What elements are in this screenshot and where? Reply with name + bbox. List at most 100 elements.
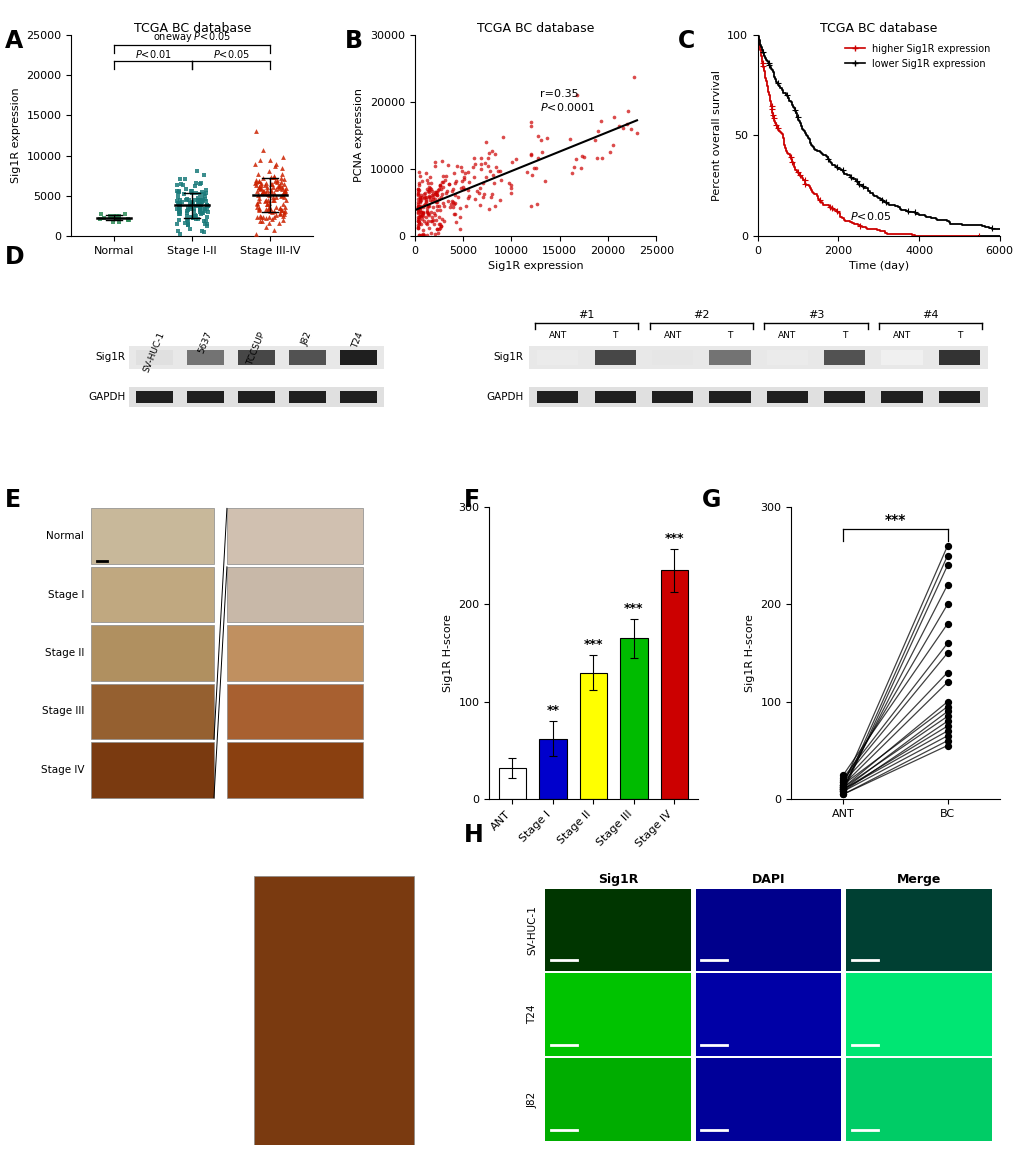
- Point: [268, 155, 284, 174]
- Point: [494, 127, 511, 146]
- Point: [193, 196, 209, 215]
- Point: [426, 183, 442, 202]
- Bar: [545, 1058, 690, 1140]
- Point: [258, 183, 274, 202]
- Point: [255, 207, 271, 225]
- Point: [445, 204, 462, 223]
- Point: [178, 190, 195, 209]
- Point: [410, 162, 426, 181]
- Point: [487, 196, 503, 215]
- Point: [266, 201, 282, 220]
- Point: [177, 180, 194, 199]
- Point: [177, 190, 194, 209]
- Point: [938, 663, 955, 682]
- Point: [411, 209, 427, 228]
- Point: [604, 135, 621, 154]
- Point: [452, 158, 469, 176]
- Point: [533, 142, 549, 161]
- Text: GAPDH: GAPDH: [89, 392, 125, 402]
- Point: [485, 173, 501, 192]
- Point: [271, 199, 287, 217]
- Point: [480, 157, 496, 175]
- Point: [421, 206, 437, 224]
- Point: [437, 185, 453, 203]
- Point: [249, 181, 265, 200]
- Point: [420, 174, 436, 193]
- Point: [190, 190, 206, 209]
- Point: [409, 181, 425, 200]
- Point: [181, 197, 198, 216]
- Point: [447, 172, 464, 190]
- Bar: [91, 683, 214, 739]
- Point: [530, 148, 546, 167]
- Point: [276, 182, 292, 201]
- Point: [449, 187, 466, 206]
- Point: [186, 176, 203, 195]
- Point: [938, 673, 955, 691]
- Point: [270, 176, 286, 195]
- Point: [175, 185, 192, 203]
- Point: [419, 202, 435, 221]
- Point: [277, 190, 293, 209]
- Point: [835, 785, 851, 804]
- Point: [248, 176, 264, 195]
- Point: [537, 172, 553, 190]
- Point: [418, 190, 434, 209]
- Point: [253, 175, 269, 194]
- Point: [419, 225, 435, 244]
- Point: [422, 190, 438, 209]
- Point: [439, 155, 455, 174]
- Point: [428, 220, 444, 238]
- Text: Sig1R: Sig1R: [493, 353, 523, 362]
- Point: [938, 614, 955, 633]
- Point: [835, 785, 851, 804]
- Point: [411, 215, 427, 234]
- Point: [427, 157, 443, 175]
- Point: [473, 148, 489, 167]
- Point: [835, 776, 851, 794]
- Point: [261, 186, 277, 204]
- Point: [277, 179, 293, 197]
- Point: [938, 697, 955, 716]
- Point: [413, 186, 429, 204]
- Point: [938, 547, 955, 565]
- Point: [253, 179, 269, 197]
- Text: J82: J82: [527, 1091, 537, 1107]
- Point: [198, 192, 214, 210]
- Point: [430, 180, 446, 199]
- Point: [421, 218, 437, 237]
- Point: [180, 211, 197, 230]
- Point: [268, 197, 284, 216]
- Point: [170, 185, 186, 203]
- Point: [427, 152, 443, 171]
- Text: Sig1R: Sig1R: [597, 874, 638, 887]
- Bar: [136, 391, 172, 403]
- Point: [260, 194, 276, 213]
- Point: [109, 207, 125, 225]
- Bar: [695, 1058, 841, 1140]
- Text: ANT: ANT: [892, 331, 910, 340]
- Point: [422, 180, 438, 199]
- Point: [426, 185, 442, 203]
- Text: **: **: [546, 704, 558, 717]
- Point: [419, 180, 435, 199]
- Point: [265, 167, 281, 186]
- Point: [412, 215, 428, 234]
- Point: [938, 731, 955, 750]
- Point: [420, 181, 436, 200]
- Point: [593, 112, 609, 131]
- Point: [181, 200, 198, 218]
- Bar: [91, 566, 214, 623]
- Point: [194, 193, 210, 211]
- Text: Stage III: Stage III: [42, 707, 85, 716]
- Point: [273, 201, 289, 220]
- Point: [467, 189, 483, 208]
- Point: [428, 186, 444, 204]
- Point: [411, 225, 427, 244]
- Point: [481, 161, 497, 180]
- Point: [177, 214, 194, 232]
- Point: [262, 175, 278, 194]
- Point: [416, 188, 432, 207]
- Point: [411, 173, 427, 192]
- Bar: [695, 889, 841, 971]
